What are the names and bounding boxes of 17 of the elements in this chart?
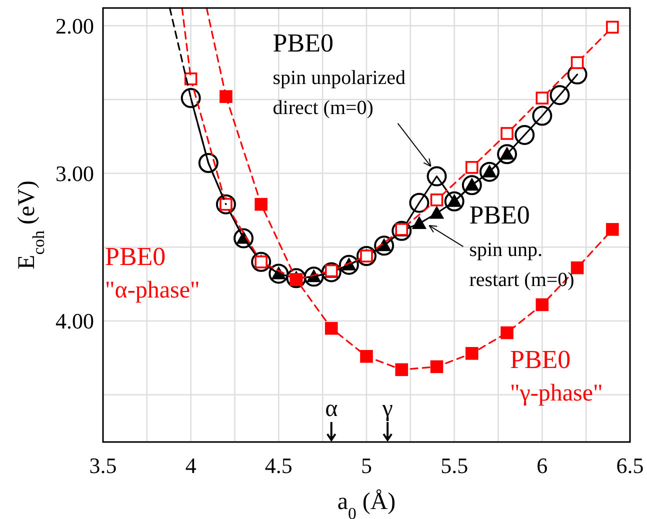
annotation: PBE0 spin unp. restart (m=0) <box>469 200 574 292</box>
annotation: PBE0 "γ-phase" <box>510 345 603 406</box>
annotation: PBE0 spin unpolarized direct (m=0) <box>272 28 406 119</box>
ref-line-label: α <box>325 396 338 422</box>
x-tick-label: 3.5 <box>89 453 117 478</box>
annotation: PBE0 "α-phase" <box>105 242 200 304</box>
y-tick-label: 2.00 <box>56 13 94 38</box>
y-tick-label: 3.00 <box>56 161 94 186</box>
x-tick-label: 4 <box>185 453 196 478</box>
x-tick-label: 5 <box>361 453 372 478</box>
x-axis-title: a$_{0}$ (Å) <box>337 489 396 519</box>
x-tick-label: 4.5 <box>264 453 292 478</box>
x-tick-label: 6.5 <box>616 453 644 478</box>
ref-line-label: γ <box>381 396 394 422</box>
x-tick-label: 5.5 <box>440 453 468 478</box>
y-tick-label: 4.00 <box>56 308 94 334</box>
x-tick-label: 6 <box>536 453 548 478</box>
